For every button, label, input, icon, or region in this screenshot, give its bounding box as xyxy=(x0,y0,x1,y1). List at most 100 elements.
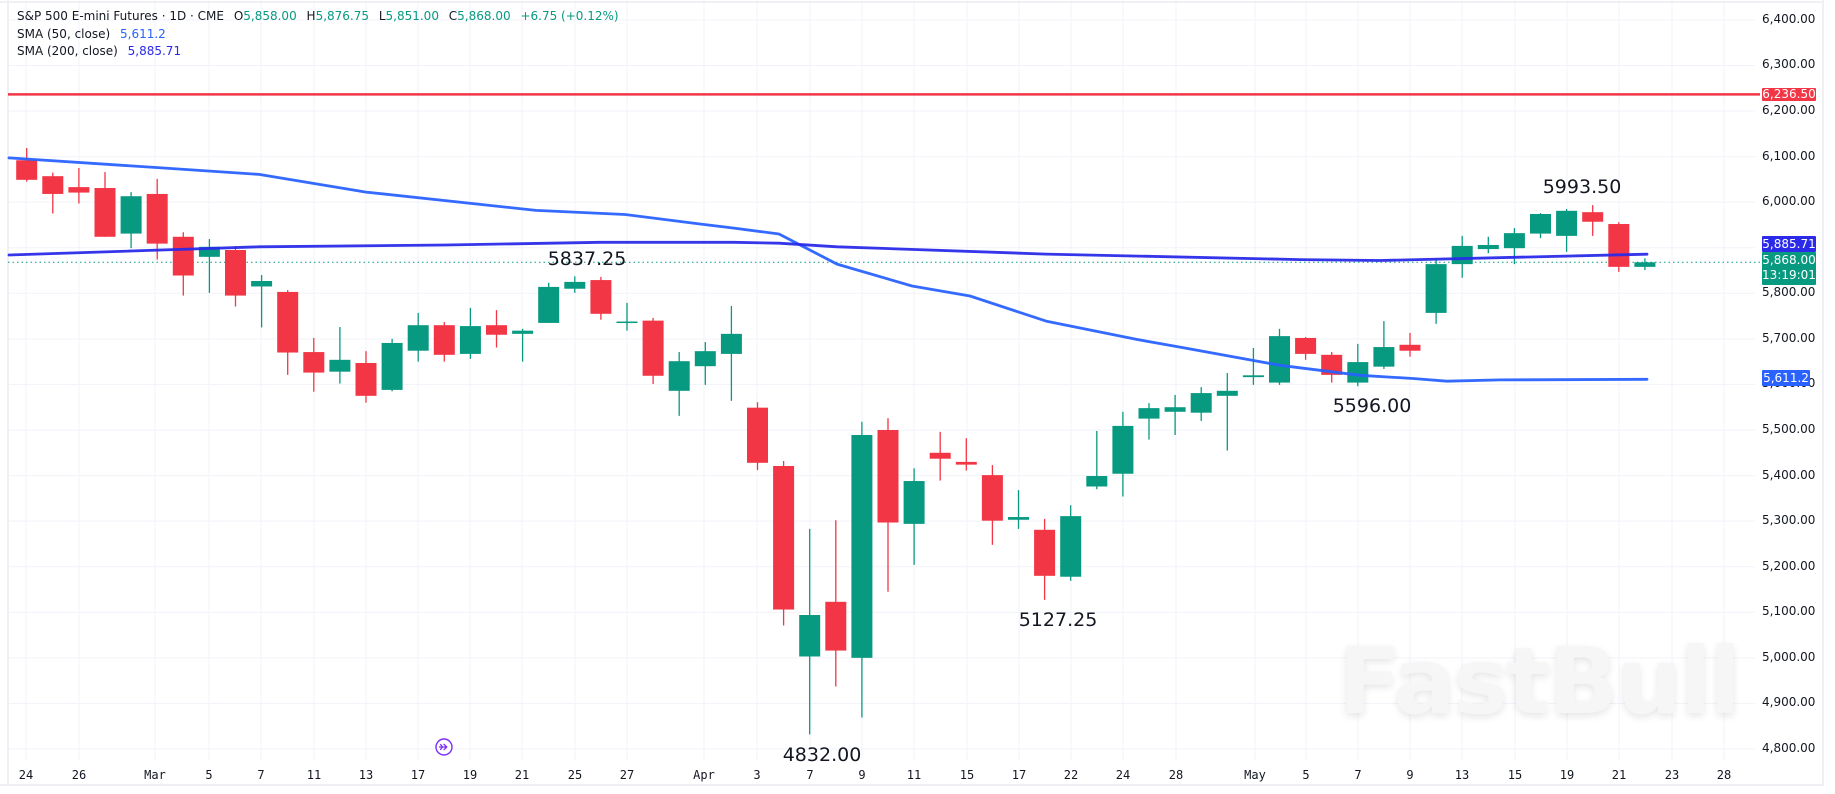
time-axis-label: 13 xyxy=(1454,768,1470,782)
price-axis-label: 5,800.00 xyxy=(1762,285,1816,300)
sma200-line xyxy=(7,240,1649,262)
time-axis-label: 23 xyxy=(1664,768,1680,782)
price-axis-label: 4,900.00 xyxy=(1762,695,1816,710)
candle xyxy=(1164,394,1186,436)
close-label: C xyxy=(448,9,458,23)
time-axis-label: 17 xyxy=(410,768,426,782)
symbol-title[interactable]: S&P 500 E-mini Futures · 1D · CME xyxy=(17,9,224,23)
candle xyxy=(564,276,586,293)
time-axis-label: 17 xyxy=(1011,768,1027,782)
price-axis-label: 6,000.00 xyxy=(1762,194,1816,209)
price-annotation: 5837.25 xyxy=(547,248,627,270)
candle xyxy=(277,290,299,375)
time-axis-label: 15 xyxy=(959,768,975,782)
sma-lines xyxy=(7,156,1649,383)
resistance-price-tag: 6,236.50 xyxy=(1762,87,1816,101)
candle xyxy=(1477,236,1499,254)
candle xyxy=(642,317,664,384)
time-axis-label: 19 xyxy=(462,768,478,782)
candle xyxy=(1060,505,1082,581)
time-axis-label: 5 xyxy=(205,768,213,782)
candle xyxy=(407,312,429,362)
sma50-line xyxy=(7,156,1649,383)
candle xyxy=(1138,403,1160,440)
open-label: O xyxy=(233,9,244,23)
price-axis-label: 4,800.00 xyxy=(1762,740,1816,755)
low-value: 5,851.00 xyxy=(385,9,439,23)
candle xyxy=(1608,222,1630,272)
last-price-tag: 5,868.00 13:19:01 xyxy=(1762,252,1816,285)
candle xyxy=(851,421,873,718)
sma50-legend-row[interactable]: SMA (50, close) 5,611.2 xyxy=(17,26,619,44)
time-axis-label: 22 xyxy=(1063,768,1079,782)
candle xyxy=(1295,337,1317,360)
candle xyxy=(1034,518,1056,600)
time-axis-label: 24 xyxy=(1115,768,1131,782)
candle xyxy=(955,438,977,471)
sma50-price-tag: 5,611.2 xyxy=(1762,370,1810,386)
low-label: L xyxy=(378,9,386,23)
candle xyxy=(433,321,455,362)
time-axis-label: 25 xyxy=(567,768,583,782)
candle xyxy=(981,465,1003,545)
candle xyxy=(1373,321,1395,369)
price-annotation: 4832.00 xyxy=(782,744,862,766)
candle xyxy=(68,167,90,204)
candle xyxy=(512,328,534,362)
sma200-value: 5,885.71 xyxy=(127,44,182,58)
time-axis-label: 28 xyxy=(1716,768,1732,782)
time-axis-label: 9 xyxy=(858,768,866,782)
candle xyxy=(459,307,481,359)
price-axis-label: 5,700.00 xyxy=(1762,330,1816,345)
candle xyxy=(1216,373,1238,451)
price-axis-label: 6,400.00 xyxy=(1762,11,1816,26)
candle xyxy=(172,232,194,296)
price-annotation: 5596.00 xyxy=(1332,395,1412,417)
candle xyxy=(929,431,951,481)
candle xyxy=(225,245,246,307)
time-axis-label: 9 xyxy=(1406,768,1414,782)
time-axis-label: 13 xyxy=(358,768,374,782)
time-axis-label: 21 xyxy=(1611,768,1627,782)
time-axis-label: 5 xyxy=(1302,768,1310,782)
price-axis-label: 6,100.00 xyxy=(1762,148,1816,163)
last-price-value: 5,868.00 xyxy=(1762,253,1816,267)
candle xyxy=(1086,430,1108,490)
go-to-realtime-icon[interactable] xyxy=(435,738,453,756)
candle xyxy=(355,351,377,403)
candle xyxy=(903,468,925,565)
sma200-legend-row[interactable]: SMA (200, close) 5,885.71 xyxy=(17,43,619,61)
candle xyxy=(1190,387,1212,421)
price-annotation: 5993.50 xyxy=(1542,176,1622,198)
candle xyxy=(1399,332,1421,357)
candle xyxy=(668,352,690,416)
candle xyxy=(251,275,273,328)
candle xyxy=(538,282,560,323)
change-value: +6.75 (+0.12%) xyxy=(520,9,619,23)
time-axis-label: 26 xyxy=(71,768,87,782)
price-axis-label: 6,300.00 xyxy=(1762,57,1816,72)
horizontal-lines[interactable] xyxy=(8,93,1760,263)
candle xyxy=(1425,259,1447,324)
candle xyxy=(381,338,403,392)
time-axis-label: 11 xyxy=(906,768,922,782)
price-axis-label: 5,400.00 xyxy=(1762,467,1816,482)
candle xyxy=(1634,258,1656,271)
candle xyxy=(486,310,507,348)
time-axis-label: 21 xyxy=(514,768,530,782)
time-axis-label: 7 xyxy=(806,768,814,782)
candle xyxy=(877,418,899,592)
high-value: 5,876.75 xyxy=(315,9,369,23)
sma200-label: SMA (200, close) xyxy=(17,44,118,58)
candle xyxy=(1008,490,1029,529)
time-axis-label: 11 xyxy=(306,768,322,782)
price-axis-label: 5,100.00 xyxy=(1762,604,1816,619)
sma50-value: 5,611.2 xyxy=(120,26,166,41)
candle xyxy=(1112,411,1134,497)
candle xyxy=(1451,235,1473,278)
open-value: 5,858.00 xyxy=(243,9,297,23)
ohlc-legend-row[interactable]: S&P 500 E-mini Futures · 1D · CME O5,858… xyxy=(17,8,619,26)
time-axis-label: 19 xyxy=(1559,768,1575,782)
